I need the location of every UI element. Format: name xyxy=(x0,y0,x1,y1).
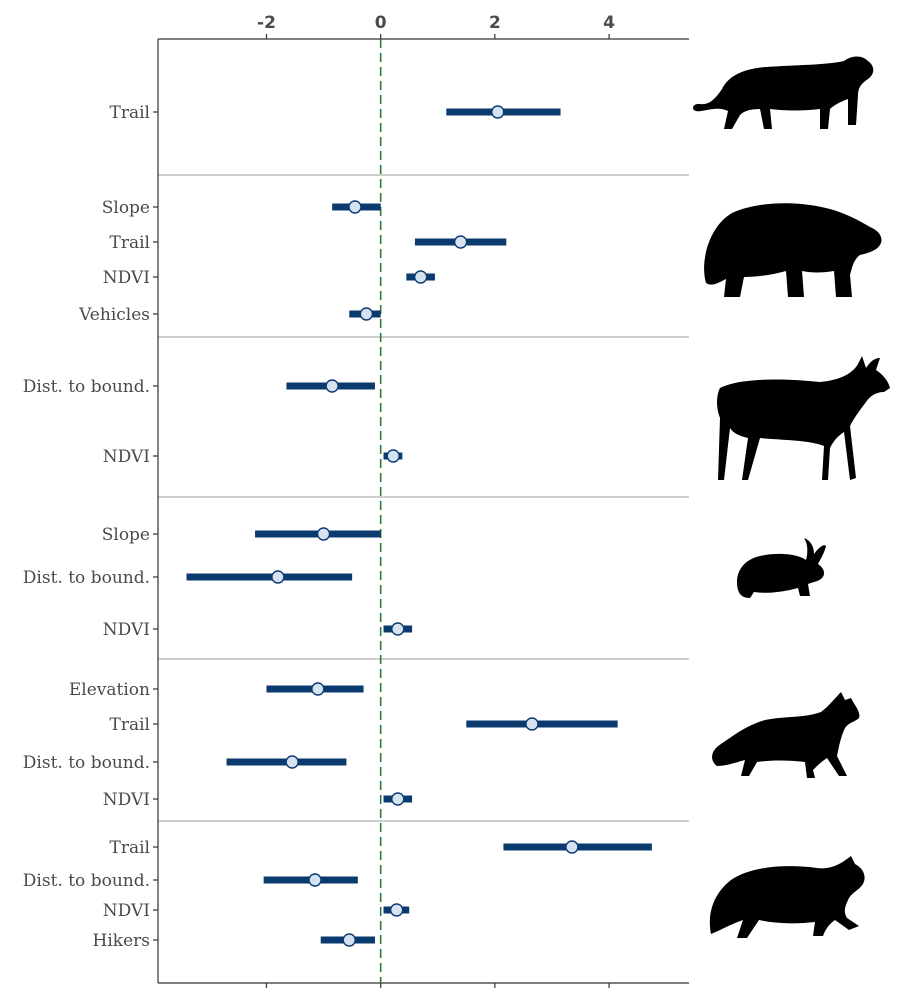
row-label: Trail xyxy=(110,715,150,735)
row-label: Vehicles xyxy=(78,305,150,325)
point-estimate xyxy=(453,235,468,249)
rabbit-icon xyxy=(736,538,826,598)
point-estimate xyxy=(285,755,299,769)
point-estimate xyxy=(316,527,331,541)
row-label: NDVI xyxy=(103,901,150,921)
top-tick-label: 0 xyxy=(375,13,387,33)
axes: -2-2002244 xyxy=(157,13,689,988)
point-estimate xyxy=(491,105,505,119)
row-label: Elevation xyxy=(69,680,150,700)
point-estimate xyxy=(413,270,428,284)
bobcat-icon xyxy=(709,856,865,938)
point-estimate xyxy=(348,200,362,214)
coyote-icon xyxy=(712,692,860,778)
point-estimate xyxy=(389,903,404,917)
row-label: NDVI xyxy=(103,620,150,640)
point-estimate xyxy=(525,717,539,731)
point-estimate xyxy=(311,682,325,696)
row-label: Trail xyxy=(110,233,150,253)
row-label: NDVI xyxy=(103,790,150,810)
row-label: Dist. to bound. xyxy=(23,568,150,588)
point-estimate xyxy=(391,792,405,806)
point-estimate xyxy=(391,622,405,636)
row-label: Trail xyxy=(110,838,150,858)
row-label: Slope xyxy=(102,198,150,218)
black-bear-icon xyxy=(704,203,882,297)
animal-silhouettes xyxy=(693,56,890,938)
deer-icon xyxy=(717,356,890,480)
point-estimate xyxy=(308,873,322,887)
point-estimate xyxy=(342,933,356,947)
point-estimate xyxy=(271,570,285,584)
point-estimate xyxy=(386,449,400,463)
row-label: Dist. to bound. xyxy=(23,871,150,891)
top-tick-label: 4 xyxy=(603,13,615,33)
point-estimate xyxy=(325,379,339,393)
mountain-lion-icon xyxy=(693,56,874,129)
top-tick-label: 2 xyxy=(489,13,501,33)
row-label: NDVI xyxy=(103,268,150,288)
row-label: Dist. to bound. xyxy=(23,377,150,397)
panels: Trail Slope Trail NDVI Vehicles Dist. to boun… xyxy=(23,103,652,951)
row-label: Trail xyxy=(110,103,150,123)
row-label: Dist. to bound. xyxy=(23,753,150,773)
row-label: Hikers xyxy=(93,931,150,951)
row-label: NDVI xyxy=(103,447,150,467)
point-estimate xyxy=(359,307,374,321)
point-estimate xyxy=(565,840,579,854)
top-tick-label: -2 xyxy=(257,13,276,33)
row-label: Slope xyxy=(102,525,150,545)
